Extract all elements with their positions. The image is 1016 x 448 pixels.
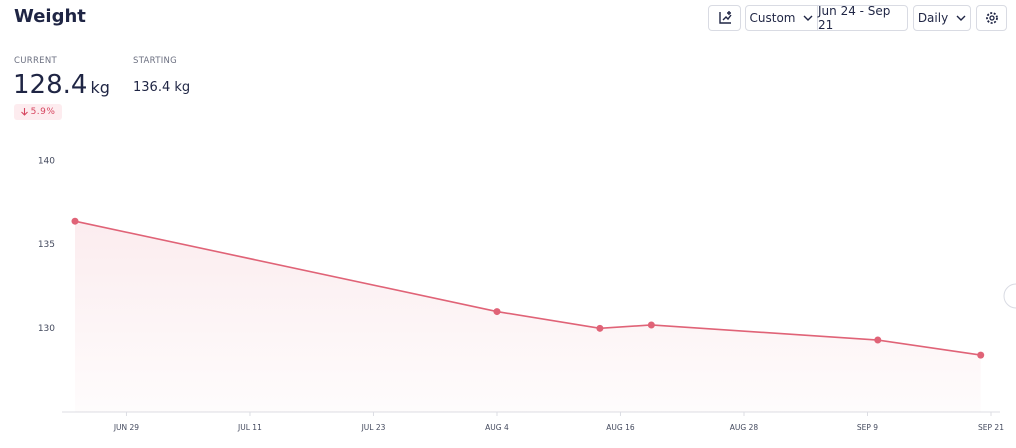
current-value: 128.4 [13,70,88,100]
starting-value: 136.4 kg [133,80,191,95]
point [493,308,501,316]
x-tick-label: JUL 23 [361,423,386,432]
interval-dropdown[interactable]: Daily [913,5,971,31]
x-tick-label: AUG 16 [606,423,635,432]
x-tick-label: SEP 21 [978,423,1004,432]
current-label: CURRENT [14,56,57,66]
change-value: 5.9% [30,107,56,117]
chart: 130 135 140 JUN 29 JUL 11 JUL 23 AUG 4 AUG 16 AU… [38,156,1016,432]
x-tick-label: JUL 11 [237,423,262,432]
point [71,217,79,225]
current-unit: kg [90,78,110,97]
x-tick-label: AUG 28 [730,423,759,432]
down-arrow [20,108,28,116]
side-handle[interactable] [1003,283,1016,309]
chart-icon [718,11,732,24]
date-range: Jun 24 - Sep 21 [818,4,891,32]
point [596,324,604,332]
x-tick-label: SEP 9 [857,423,878,432]
x-tick-label: AUG 4 [485,423,509,432]
add-chart-button[interactable] [708,5,741,31]
range-mode: Custom [749,11,796,25]
line [74,220,981,356]
current-value-group: 128.4 kg [13,70,110,100]
change-badge: 5.9% [14,104,62,120]
page-title: Weight [14,6,86,27]
y-tick-label: 140 [38,156,55,166]
point [647,321,655,329]
x-tick-label: JUN 29 [113,423,139,432]
point [977,351,985,359]
settings-button[interactable] [976,5,1007,31]
date-range-button[interactable]: Jun 24 - Sep 21 [817,4,908,32]
chevron [803,15,813,21]
starting-label: STARTING [133,56,178,66]
y-tick-label: 130 [38,324,55,334]
gear-icon [985,12,998,24]
y-tick-label: 135 [38,240,55,250]
chevron [956,15,966,21]
point [874,336,882,344]
range-mode-dropdown[interactable]: Custom [745,5,818,31]
interval: Daily [917,11,949,25]
